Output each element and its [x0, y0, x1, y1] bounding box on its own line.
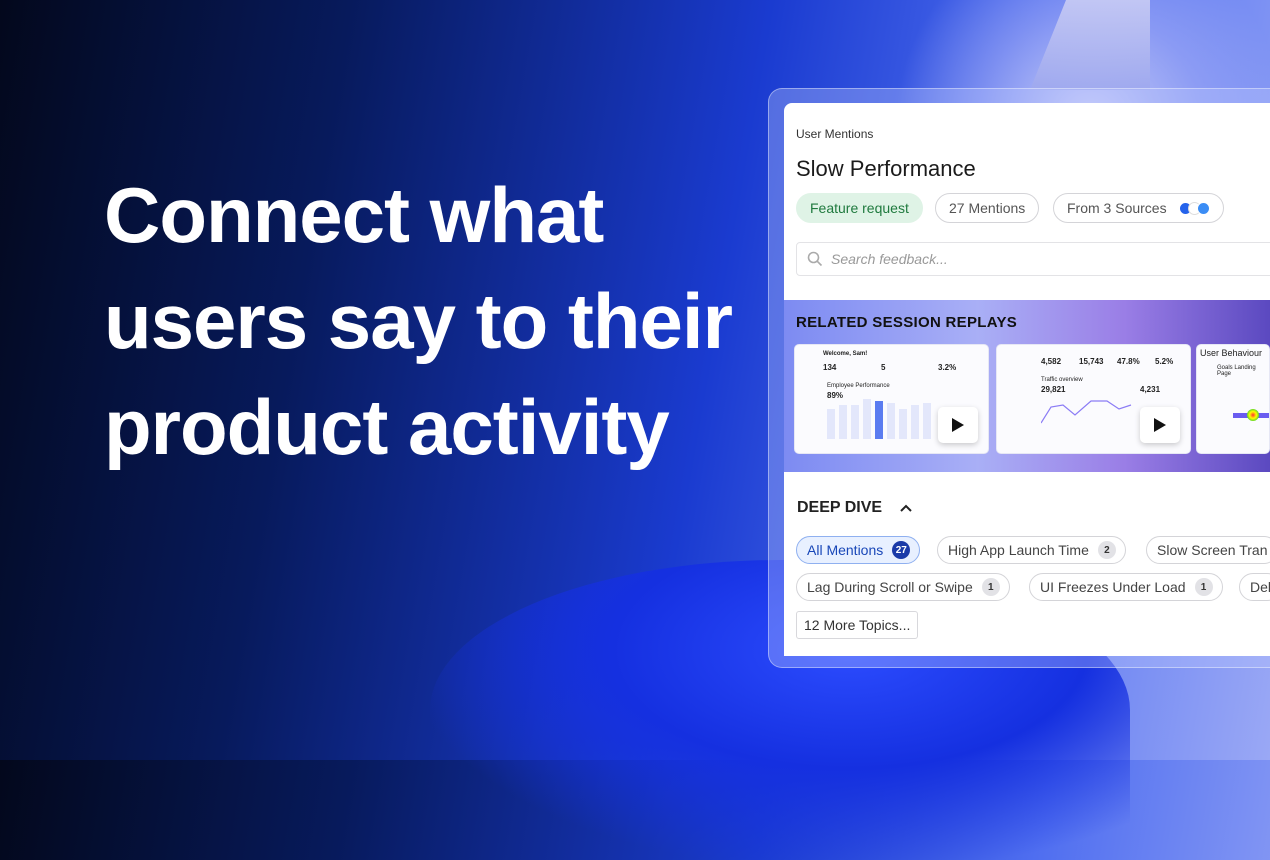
headline: Connect what users say to their product …: [104, 171, 733, 471]
thumb-subtitle: Traffic overview: [1041, 377, 1083, 383]
mentions-tag[interactable]: 27 Mentions: [935, 193, 1040, 223]
thumb-stat: 47.8%: [1117, 357, 1140, 366]
topic-chip[interactable]: Del: [1239, 573, 1270, 601]
thumb-bar: [875, 401, 883, 439]
play-button[interactable]: [938, 407, 978, 443]
chip-label: High App Launch Time: [948, 542, 1089, 558]
search-input[interactable]: Search feedback...: [796, 242, 1270, 276]
count-badge: 2: [1097, 541, 1116, 559]
chevron-up-icon[interactable]: [900, 504, 912, 512]
chip-label: All Mentions: [807, 542, 884, 558]
thumb-metric: 29,821: [1041, 385, 1066, 394]
count-badge: 27: [892, 541, 911, 559]
thumb-stat: 4,582: [1041, 357, 1062, 366]
thumb-bar: [923, 403, 931, 439]
app-store-icon: [1196, 201, 1210, 215]
thumb-stat: 5: [881, 363, 886, 372]
thumb-subtitle: Goals Landing Page: [1217, 365, 1256, 377]
thumb-heading: Welcome, Sam!: [823, 351, 868, 357]
type-tag[interactable]: Feature request: [796, 193, 923, 223]
more-topics-button[interactable]: 12 More Topics...: [796, 611, 919, 639]
session-replays: RELATED SESSION REPLAYS Welcome, Sam! 13…: [784, 300, 1270, 472]
replay-thumbnail[interactable]: 4,582 15,743 47.8% 5.2% Traffic overview…: [996, 344, 1191, 454]
replay-thumbnail[interactable]: User Behaviour Goals Landing Page: [1196, 344, 1270, 454]
chip-label: UI Freezes Under Load: [1040, 579, 1186, 595]
topic-chip[interactable]: High App Launch Time 2: [937, 536, 1126, 564]
deep-dive-card: DEEP DIVE All Mentions 27 High App Launch…: [784, 472, 1270, 656]
chip-label: Del: [1250, 579, 1270, 595]
play-button[interactable]: [1140, 407, 1180, 443]
thumb-stat: 134: [823, 363, 837, 372]
deep-dive-title: DEEP DIVE: [797, 499, 883, 516]
topic-chip-all-mentions[interactable]: All Mentions 27: [796, 536, 921, 564]
search-icon: [807, 251, 823, 267]
section-label: User Mentions: [796, 127, 874, 141]
chip-label: Slow Screen Tran: [1157, 542, 1268, 558]
thumb-stat: 15,743: [1079, 357, 1104, 366]
mentions-card: User Mentions Slow Performance Feature r…: [784, 103, 1270, 300]
tag-label: Feature request: [810, 200, 909, 216]
thumb-bar: [839, 405, 847, 439]
thumb-metric: 89%: [827, 391, 844, 400]
thumb-subtitle: Employee Performance: [827, 383, 890, 389]
line-chart: [1041, 400, 1132, 424]
thumb-bar: [899, 409, 907, 439]
topic-chip[interactable]: Slow Screen Tran: [1146, 536, 1270, 564]
topic-chip[interactable]: UI Freezes Under Load 1: [1029, 573, 1223, 601]
topic-title: Slow Performance: [796, 156, 976, 181]
play-icon: [952, 418, 964, 432]
thumb-metric: 4,231: [1140, 385, 1161, 394]
thumb-stat: 5.2%: [1155, 357, 1174, 366]
thumb-bar: [911, 405, 919, 439]
replays-title: RELATED SESSION REPLAYS: [796, 314, 1018, 331]
thumb-bar: [827, 409, 835, 439]
topic-chip[interactable]: Lag During Scroll or Swipe 1: [796, 573, 1010, 601]
thumb-heading: User Behaviour: [1200, 348, 1263, 358]
tag-label: From 3 Sources: [1067, 200, 1167, 216]
thumb-bar: [887, 403, 895, 439]
heatmap-spot: [1247, 409, 1259, 421]
play-icon: [1154, 418, 1166, 432]
search-placeholder: Search feedback...: [831, 251, 948, 267]
chip-label: Lag During Scroll or Swipe: [807, 579, 973, 595]
deep-dive-header[interactable]: DEEP DIVE: [797, 499, 912, 517]
thumb-bar: [863, 399, 871, 439]
thumb-stat: 3.2%: [938, 363, 957, 372]
count-badge: 1: [981, 578, 1000, 596]
count-badge: 1: [1194, 578, 1213, 596]
thumb-bar: [851, 405, 859, 439]
tag-label: 27 Mentions: [949, 200, 1026, 216]
sources-tag[interactable]: From 3 Sources: [1053, 193, 1224, 223]
replay-thumbnail[interactable]: Welcome, Sam! 134 5 3.2% Employee Perfor…: [794, 344, 989, 454]
